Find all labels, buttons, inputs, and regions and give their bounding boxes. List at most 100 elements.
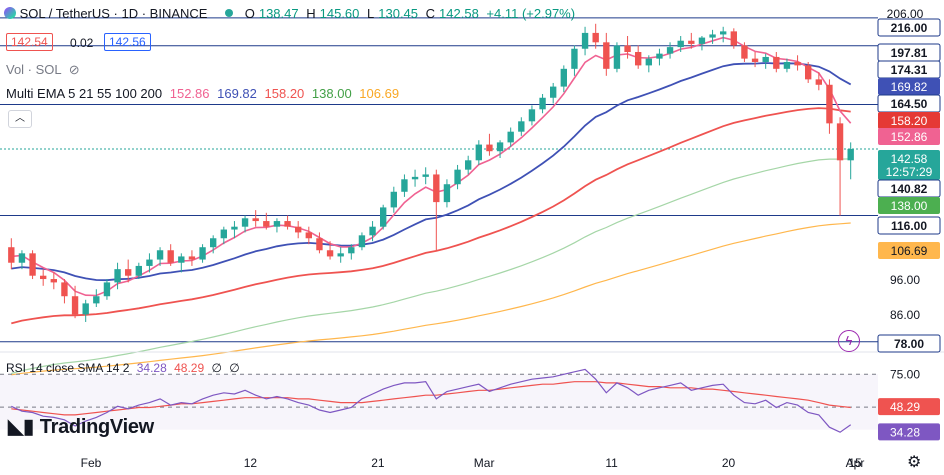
- candle-body: [560, 68, 567, 87]
- sell-button[interactable]: 142.54: [6, 33, 53, 51]
- candle-body: [773, 56, 780, 69]
- rsi-axis-label: 75.00: [890, 367, 920, 381]
- candle-body: [645, 58, 652, 66]
- candle-body: [188, 256, 196, 260]
- price-label: 106.69: [891, 244, 928, 258]
- candle-body: [741, 45, 748, 59]
- candle-body: [603, 42, 610, 69]
- price-label: 142.58: [891, 152, 928, 166]
- candle-body: [390, 191, 397, 208]
- chevron-up-icon: ︿: [15, 113, 25, 124]
- candle-body: [613, 45, 621, 69]
- x-tick-label: 15: [848, 456, 862, 470]
- candle-body: [709, 34, 716, 38]
- volume-indicator[interactable]: Vol · SOL ⊘: [6, 62, 80, 77]
- eye-hidden-icon[interactable]: ⊘: [68, 62, 80, 77]
- candle-body: [40, 275, 47, 280]
- candle-body: [624, 45, 631, 52]
- ema-line-21: [11, 62, 852, 282]
- rsi-band: [0, 374, 878, 430]
- candle-body: [316, 238, 323, 251]
- candle-body: [592, 32, 599, 43]
- price-label: 12:57:29: [886, 165, 933, 179]
- candle-body: [305, 232, 312, 239]
- x-tick-label: 21: [371, 456, 385, 470]
- rsi-indicator[interactable]: RSI 14 close SMA 14 2 34.28 48.29 ∅ ∅: [6, 361, 240, 375]
- candle-body: [380, 207, 387, 227]
- candle-body: [836, 123, 844, 161]
- price-label-box: [878, 242, 940, 259]
- candle-body: [167, 250, 174, 263]
- price-label: 152.86: [891, 130, 928, 144]
- market-status-icon: [225, 9, 234, 17]
- candle-body: [210, 238, 217, 248]
- price-label: 197.81: [891, 46, 928, 60]
- settings-gear-icon[interactable]: ⚙: [907, 454, 922, 471]
- price-label-box: [878, 78, 940, 95]
- candle-body: [273, 221, 281, 227]
- price-label-box: [877, 216, 941, 235]
- lightning-icon[interactable]: ϟ: [838, 330, 860, 352]
- candle-body: [454, 169, 461, 185]
- candle-body: [443, 184, 451, 203]
- candle-body: [465, 160, 472, 170]
- symbol-title[interactable]: SOL / TetherUS · 1D · BINANCE: [19, 6, 208, 21]
- candle-body: [433, 174, 440, 203]
- candle-body: [762, 56, 769, 62]
- candle-body: [550, 86, 557, 98]
- x-tick-label: Apr: [846, 456, 865, 470]
- rsi-sma-line: [11, 381, 851, 416]
- candle-body: [358, 235, 366, 248]
- candle-body: [337, 253, 344, 257]
- candle-body: [61, 282, 68, 297]
- buy-button[interactable]: 142.56: [104, 33, 151, 51]
- rsi-line: [11, 368, 852, 433]
- candle-body: [369, 226, 376, 236]
- candle-body: [241, 218, 249, 227]
- price-label-box: [877, 18, 941, 37]
- symbol-logo-icon: [4, 7, 16, 19]
- y-tick-label: 86.00: [890, 308, 920, 322]
- candle-body: [284, 221, 291, 227]
- candle-body: [156, 250, 164, 260]
- candle-body: [422, 174, 429, 177]
- price-label: 138.00: [891, 199, 928, 213]
- candle-body: [263, 221, 270, 227]
- collapse-legend-button[interactable]: ︿: [8, 110, 32, 128]
- candle-body: [93, 296, 100, 304]
- candle-body: [135, 265, 142, 276]
- candle-body: [571, 48, 578, 69]
- candle-body: [720, 31, 727, 35]
- candle-body: [539, 97, 546, 110]
- candle-body: [8, 247, 15, 263]
- change-value: +4.11 (+2.97%): [486, 6, 576, 21]
- price-label-box: [878, 197, 940, 214]
- candle-body: [125, 269, 132, 276]
- candle-body: [146, 259, 153, 266]
- candle-body: [348, 247, 355, 254]
- rsi-label-box: [878, 423, 940, 441]
- price-label: 164.50: [891, 97, 928, 111]
- ema-line-100: [11, 158, 851, 375]
- price-label-box: [878, 163, 940, 180]
- candle-body: [518, 121, 525, 132]
- price-label-box: [877, 334, 941, 353]
- ema-indicator[interactable]: Multi EMA 5 21 55 100 200 152.86 169.82 …: [6, 86, 400, 101]
- candle-body: [50, 279, 57, 283]
- x-tick-label: 11: [605, 456, 618, 470]
- ohlc-readout: O 138.47 H 145.60 L 130.45 C 142.58 +4.11 (+…: [244, 6, 576, 21]
- spread-value: 0.02: [70, 36, 94, 50]
- ema-line-200: [11, 222, 851, 376]
- candle-body: [666, 47, 674, 54]
- candle-body: [199, 247, 206, 260]
- candle-body: [475, 144, 482, 161]
- candle-body: [18, 253, 26, 263]
- candle-body: [698, 37, 706, 44]
- price-label: 174.31: [891, 63, 928, 77]
- price-label: 216.00: [891, 21, 928, 35]
- price-label: 140.82: [891, 182, 928, 196]
- price-label: 116.00: [891, 219, 927, 233]
- candle-body: [486, 144, 493, 152]
